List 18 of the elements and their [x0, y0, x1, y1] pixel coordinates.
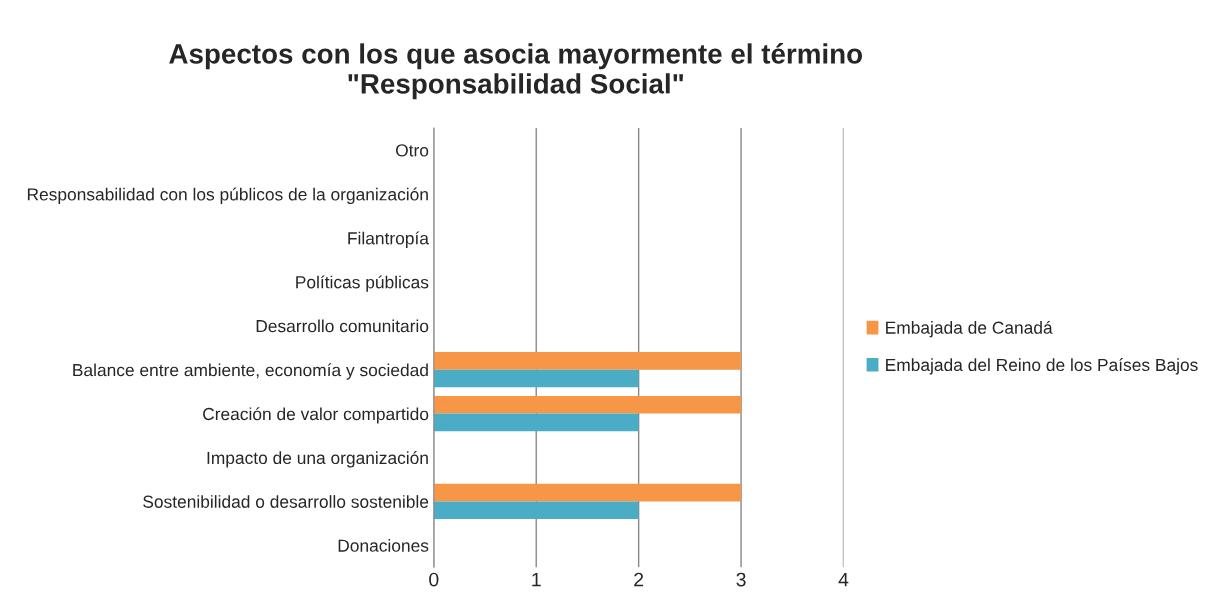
x-tick-label: 0	[429, 572, 439, 587]
legend-label: Embajada de Canadá	[886, 320, 1053, 338]
chart-title: Aspectos con los que asocia mayormente el término "Responsabilidad Social"	[169, 43, 863, 100]
y-tick-label: Balance entre ambiente, economía y sociedad	[73, 363, 428, 380]
y-tick-label: Políticas públicas	[296, 275, 429, 292]
y-tick-label: Donaciones	[338, 539, 429, 552]
y-tick-label: Responsabilidad con los públicos de la organización	[27, 187, 428, 204]
y-tick-label: Impacto de una organización	[207, 451, 428, 468]
x-tick-label: 2	[634, 572, 644, 587]
legend-label: Embajada del Reino de los Países Bajos	[886, 358, 1198, 375]
y-tick-label: Otro	[396, 144, 429, 157]
x-tick-label: 3	[736, 572, 746, 587]
y-tick-label: Filantropía	[348, 231, 429, 248]
y-tick-label: Sostenibilidad o desarrollo sostenible	[143, 495, 429, 508]
x-tick-label: 1	[532, 572, 541, 587]
x-tick-label: 4	[838, 572, 849, 587]
y-tick-label: Creación de valor compartido	[203, 407, 429, 424]
y-tick-label: Desarrollo comunitario	[256, 319, 429, 333]
